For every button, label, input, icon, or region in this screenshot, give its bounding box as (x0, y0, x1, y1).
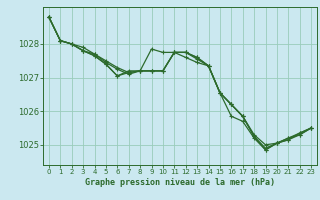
X-axis label: Graphe pression niveau de la mer (hPa): Graphe pression niveau de la mer (hPa) (85, 178, 275, 187)
